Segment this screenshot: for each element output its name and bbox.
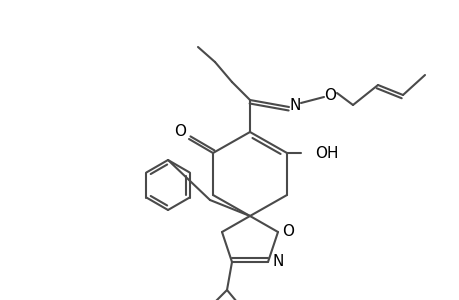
Text: OH: OH [314, 146, 338, 160]
Text: O: O [323, 88, 335, 103]
Text: N: N [272, 254, 283, 269]
Text: O: O [174, 124, 185, 140]
Text: N: N [289, 98, 300, 112]
Text: O: O [281, 224, 293, 239]
